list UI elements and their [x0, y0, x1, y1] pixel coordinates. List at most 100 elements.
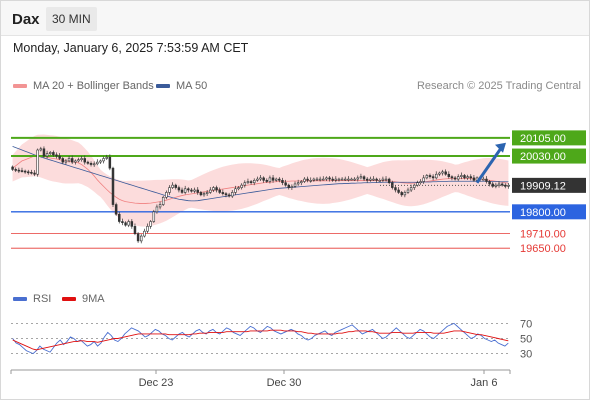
candle [375, 178, 378, 181]
candle [384, 178, 388, 181]
candle [36, 149, 39, 175]
candle [77, 159, 80, 162]
top-bar: Dax 30 MIN [1, 1, 589, 36]
candle [205, 192, 209, 194]
candle [328, 177, 331, 180]
candle [212, 187, 215, 191]
candle [284, 182, 287, 186]
candle [331, 178, 334, 181]
candle [180, 189, 184, 193]
candle [118, 213, 121, 222]
candle [281, 180, 284, 184]
candle [306, 178, 309, 181]
candle [378, 180, 381, 182]
candle [403, 192, 407, 196]
candle [497, 183, 501, 186]
candle [155, 206, 159, 213]
candle [83, 158, 86, 163]
candle [334, 178, 338, 181]
credit-text: Research © 2025 Trading Central [416, 80, 581, 92]
candle [303, 178, 306, 182]
level-label-box [512, 204, 586, 220]
candle [287, 184, 290, 188]
candle [52, 152, 55, 156]
candle [394, 187, 397, 191]
candle [444, 171, 447, 175]
candle [409, 187, 413, 191]
candle [140, 235, 143, 242]
candle [340, 178, 344, 181]
rsi-tick-label: 30 [520, 349, 532, 361]
legend-rsi-label: RSI [33, 293, 52, 305]
ma20-swatch-icon [13, 84, 27, 89]
candle [325, 177, 328, 180]
candle [246, 181, 250, 184]
candle [187, 188, 190, 191]
candle [488, 181, 491, 185]
candle [312, 178, 316, 181]
candle [456, 176, 460, 180]
candle [447, 173, 451, 177]
candle [362, 176, 366, 180]
candle [413, 184, 416, 188]
candle [193, 189, 196, 192]
candle [136, 233, 140, 242]
forecast-arrowhead-icon [495, 142, 506, 153]
rsi-swatch-icon [13, 297, 27, 302]
candle [165, 192, 168, 198]
candle [485, 178, 488, 182]
candle [64, 160, 68, 163]
candle [453, 177, 457, 180]
candle [318, 178, 322, 181]
candle [240, 184, 243, 188]
candle [491, 183, 494, 187]
candle [262, 177, 265, 181]
candle [309, 180, 312, 182]
candle [347, 178, 350, 181]
candle [55, 154, 58, 157]
candle [422, 177, 425, 182]
candle [108, 156, 112, 169]
candle [121, 221, 124, 224]
candle [400, 192, 403, 196]
candle [183, 188, 187, 193]
candle [278, 178, 281, 181]
candle [416, 182, 419, 186]
ma50-line [12, 145, 509, 202]
candle [218, 189, 221, 193]
candle [124, 222, 127, 226]
candle [58, 155, 61, 159]
rsi-ma-swatch-icon [62, 297, 76, 302]
candle [171, 184, 174, 188]
legend-ma20: MA 20 + Bollinger Bands [13, 80, 154, 92]
x-tick-label: Dec 23 [139, 377, 174, 389]
candle [202, 193, 206, 196]
candle [249, 181, 253, 184]
candle [466, 176, 469, 179]
candle [14, 169, 17, 171]
candle [196, 189, 199, 193]
level-label: 19710.00 [520, 229, 566, 241]
candle [48, 152, 52, 154]
candle [127, 221, 130, 226]
candle [419, 181, 422, 184]
candle [231, 192, 234, 197]
candle [237, 187, 240, 190]
x-tick-label: Jan 6 [471, 377, 498, 389]
legend-rsi-ma-label: 9MA [82, 293, 105, 305]
interval-button[interactable]: 30 MIN [46, 7, 97, 31]
legend-ma50-label: MA 50 [176, 80, 208, 92]
candle [500, 183, 504, 186]
candle [482, 178, 485, 181]
candle [99, 160, 102, 163]
candle [133, 226, 137, 234]
candle [227, 194, 231, 197]
candle [27, 171, 30, 174]
candle [469, 176, 473, 179]
candle [174, 184, 178, 188]
candle [397, 189, 400, 193]
candle [425, 175, 429, 179]
candle [431, 176, 435, 179]
candle [353, 178, 356, 181]
symbol-label: Dax [12, 11, 40, 28]
